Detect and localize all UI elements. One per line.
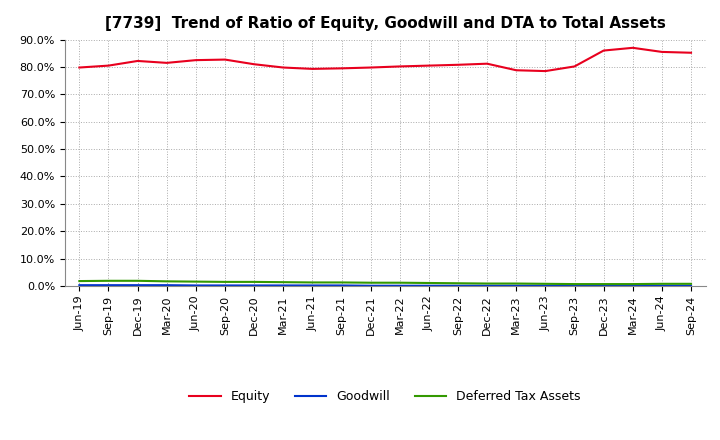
Equity (483, 61, 492, 66)
Equity (104, 63, 113, 68)
Goodwill (337, 283, 346, 288)
Goodwill (483, 283, 492, 288)
Deferred Tax Assets (425, 280, 433, 286)
Goodwill (366, 283, 375, 288)
Deferred Tax Assets (541, 281, 550, 286)
Equity (425, 63, 433, 68)
Goodwill (599, 283, 608, 288)
Deferred Tax Assets (483, 281, 492, 286)
Equity (337, 66, 346, 71)
Goodwill (192, 283, 200, 288)
Goodwill (657, 283, 666, 288)
Equity (163, 60, 171, 66)
Deferred Tax Assets (192, 279, 200, 284)
Equity (220, 57, 229, 62)
Equity (570, 64, 579, 69)
Equity (279, 65, 287, 70)
Deferred Tax Assets (570, 282, 579, 287)
Goodwill (220, 283, 229, 288)
Equity (133, 59, 142, 64)
Goodwill (395, 283, 404, 288)
Line: Equity: Equity (79, 48, 691, 71)
Goodwill (570, 283, 579, 288)
Goodwill (75, 282, 84, 288)
Equity (395, 64, 404, 69)
Title: [7739]  Trend of Ratio of Equity, Goodwill and DTA to Total Assets: [7739] Trend of Ratio of Equity, Goodwil… (105, 16, 665, 32)
Goodwill (541, 283, 550, 288)
Deferred Tax Assets (250, 279, 258, 285)
Deferred Tax Assets (104, 278, 113, 283)
Line: Deferred Tax Assets: Deferred Tax Assets (79, 281, 691, 284)
Line: Goodwill: Goodwill (79, 285, 691, 286)
Equity (599, 48, 608, 53)
Deferred Tax Assets (366, 280, 375, 286)
Goodwill (425, 283, 433, 288)
Equity (657, 49, 666, 55)
Goodwill (629, 283, 637, 288)
Legend: Equity, Goodwill, Deferred Tax Assets: Equity, Goodwill, Deferred Tax Assets (184, 385, 586, 408)
Equity (541, 69, 550, 74)
Equity (629, 45, 637, 51)
Equity (308, 66, 317, 72)
Goodwill (308, 283, 317, 288)
Deferred Tax Assets (279, 279, 287, 285)
Deferred Tax Assets (512, 281, 521, 286)
Goodwill (512, 283, 521, 288)
Deferred Tax Assets (163, 279, 171, 284)
Deferred Tax Assets (599, 282, 608, 287)
Goodwill (454, 283, 462, 288)
Deferred Tax Assets (133, 278, 142, 283)
Goodwill (133, 282, 142, 288)
Deferred Tax Assets (657, 281, 666, 286)
Goodwill (687, 283, 696, 288)
Equity (366, 65, 375, 70)
Deferred Tax Assets (308, 280, 317, 285)
Equity (687, 50, 696, 55)
Goodwill (279, 283, 287, 288)
Deferred Tax Assets (220, 279, 229, 285)
Deferred Tax Assets (629, 282, 637, 287)
Equity (250, 62, 258, 67)
Deferred Tax Assets (337, 280, 346, 285)
Deferred Tax Assets (395, 280, 404, 286)
Deferred Tax Assets (75, 279, 84, 284)
Goodwill (250, 283, 258, 288)
Deferred Tax Assets (454, 281, 462, 286)
Equity (454, 62, 462, 67)
Deferred Tax Assets (687, 281, 696, 286)
Equity (75, 65, 84, 70)
Equity (192, 58, 200, 63)
Goodwill (104, 282, 113, 288)
Goodwill (163, 282, 171, 288)
Equity (512, 68, 521, 73)
